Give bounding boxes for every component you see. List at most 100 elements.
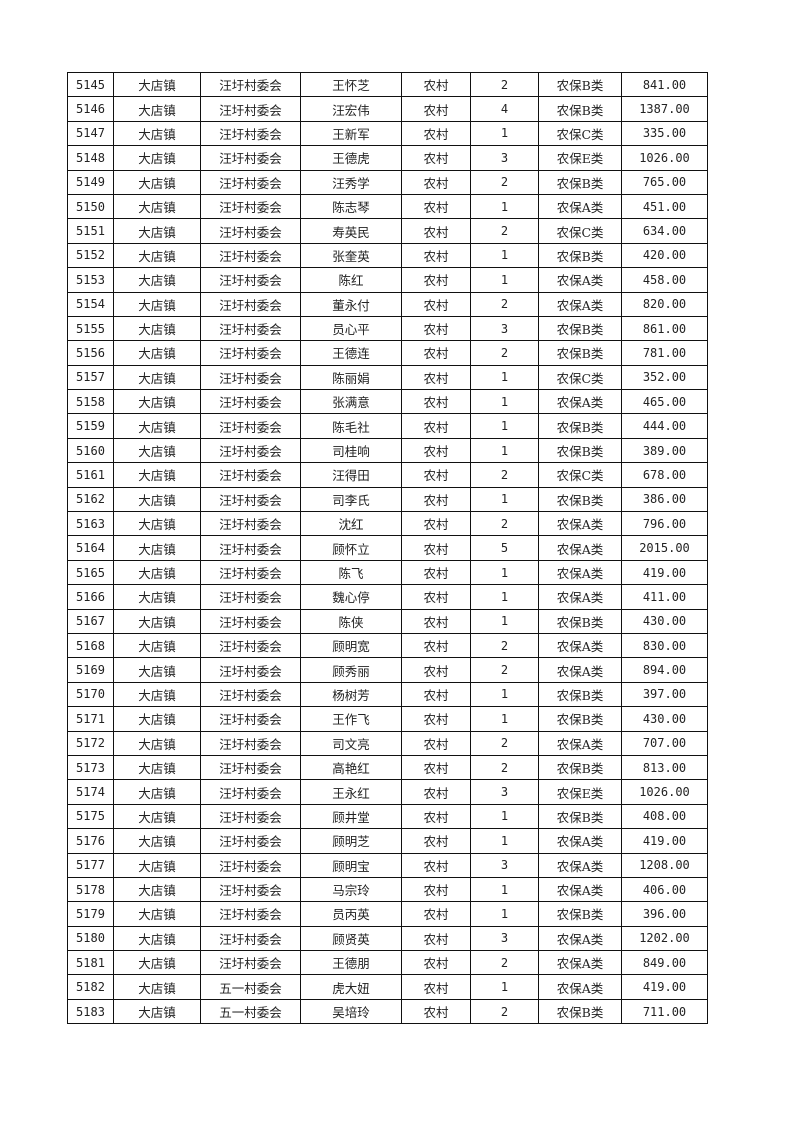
count-cell: 2 bbox=[470, 291, 539, 317]
type-cell: 农村 bbox=[401, 925, 471, 952]
town-cell: 大店镇 bbox=[113, 608, 201, 634]
name-cell: 顾井堂 bbox=[300, 803, 402, 830]
village-cell: 汪圩村委会 bbox=[200, 584, 301, 610]
village-cell: 汪圩村委会 bbox=[200, 608, 301, 634]
table-row: 5157 大店镇 汪圩村委会 陈丽娟 农村 1 农保C类 352.00 bbox=[67, 364, 708, 391]
type-cell: 农村 bbox=[401, 828, 471, 854]
village-cell: 汪圩村委会 bbox=[200, 71, 301, 98]
amount-cell: 397.00 bbox=[621, 681, 708, 708]
village-cell: 汪圩村委会 bbox=[200, 754, 301, 781]
type-cell: 农村 bbox=[401, 559, 471, 586]
town-cell: 大店镇 bbox=[113, 925, 201, 952]
table-row: 5182 大店镇 五一村委会 虎大妞 农村 1 农保A类 419.00 bbox=[67, 974, 708, 1000]
town-cell: 大店镇 bbox=[113, 998, 201, 1025]
village-cell: 汪圩村委会 bbox=[200, 803, 301, 830]
count-cell: 2 bbox=[470, 754, 539, 781]
name-cell: 陈飞 bbox=[300, 559, 402, 586]
count-cell: 5 bbox=[470, 535, 539, 561]
id-cell: 5177 bbox=[67, 852, 114, 878]
type-cell: 农村 bbox=[401, 364, 471, 391]
category-cell: 农保A类 bbox=[538, 193, 622, 220]
category-cell: 农保B类 bbox=[538, 608, 622, 634]
count-cell: 1 bbox=[470, 584, 539, 610]
name-cell: 陈毛社 bbox=[300, 413, 402, 439]
town-cell: 大店镇 bbox=[113, 828, 201, 854]
village-cell: 五一村委会 bbox=[200, 974, 301, 1000]
type-cell: 农村 bbox=[401, 950, 471, 976]
count-cell: 3 bbox=[470, 315, 539, 342]
count-cell: 2 bbox=[470, 632, 539, 659]
category-cell: 农保B类 bbox=[538, 803, 622, 830]
type-cell: 农村 bbox=[401, 145, 471, 171]
village-cell: 汪圩村委会 bbox=[200, 925, 301, 952]
village-cell: 汪圩村委会 bbox=[200, 681, 301, 708]
id-cell: 5169 bbox=[67, 657, 114, 683]
category-cell: 农保B类 bbox=[538, 169, 622, 195]
village-cell: 汪圩村委会 bbox=[200, 779, 301, 805]
amount-cell: 796.00 bbox=[621, 511, 708, 537]
village-cell: 汪圩村委会 bbox=[200, 486, 301, 513]
id-cell: 5182 bbox=[67, 974, 114, 1000]
id-cell: 5148 bbox=[67, 145, 114, 171]
count-cell: 1 bbox=[470, 608, 539, 634]
village-cell: 汪圩村委会 bbox=[200, 706, 301, 732]
count-cell: 3 bbox=[470, 779, 539, 805]
table-row: 5179 大店镇 汪圩村委会 员丙英 农村 1 农保B类 396.00 bbox=[67, 901, 708, 927]
table-row: 5150 大店镇 汪圩村委会 陈志琴 农村 1 农保A类 451.00 bbox=[67, 193, 708, 220]
name-cell: 王作飞 bbox=[300, 706, 402, 732]
category-cell: 农保B类 bbox=[538, 901, 622, 927]
category-cell: 农保B类 bbox=[538, 413, 622, 439]
category-cell: 农保A类 bbox=[538, 852, 622, 878]
type-cell: 农村 bbox=[401, 754, 471, 781]
name-cell: 陈丽娟 bbox=[300, 364, 402, 391]
table-row: 5173 大店镇 汪圩村委会 高艳红 农村 2 农保B类 813.00 bbox=[67, 754, 708, 781]
name-cell: 顾怀立 bbox=[300, 535, 402, 561]
table-row: 5156 大店镇 汪圩村委会 王德连 农村 2 农保B类 781.00 bbox=[67, 340, 708, 366]
category-cell: 农保A类 bbox=[538, 950, 622, 976]
id-cell: 5159 bbox=[67, 413, 114, 439]
amount-cell: 444.00 bbox=[621, 413, 708, 439]
count-cell: 1 bbox=[470, 876, 539, 903]
id-cell: 5164 bbox=[67, 535, 114, 561]
amount-cell: 420.00 bbox=[621, 242, 708, 269]
category-cell: 农保A类 bbox=[538, 559, 622, 586]
type-cell: 农村 bbox=[401, 120, 471, 147]
town-cell: 大店镇 bbox=[113, 754, 201, 781]
town-cell: 大店镇 bbox=[113, 779, 201, 805]
count-cell: 1 bbox=[470, 437, 539, 464]
town-cell: 大店镇 bbox=[113, 876, 201, 903]
amount-cell: 707.00 bbox=[621, 730, 708, 756]
count-cell: 2 bbox=[470, 218, 539, 244]
table-row: 5183 大店镇 五一村委会 吴培玲 农村 2 农保B类 711.00 bbox=[67, 998, 708, 1025]
table-row: 5180 大店镇 汪圩村委会 顾贤英 农村 3 农保A类 1202.00 bbox=[67, 925, 708, 952]
amount-cell: 830.00 bbox=[621, 632, 708, 659]
amount-cell: 451.00 bbox=[621, 193, 708, 220]
count-cell: 2 bbox=[470, 71, 539, 98]
village-cell: 汪圩村委会 bbox=[200, 511, 301, 537]
town-cell: 大店镇 bbox=[113, 437, 201, 464]
table-row: 5177 大店镇 汪圩村委会 顾明宝 农村 3 农保A类 1208.00 bbox=[67, 852, 708, 878]
amount-cell: 711.00 bbox=[621, 998, 708, 1025]
town-cell: 大店镇 bbox=[113, 145, 201, 171]
id-cell: 5153 bbox=[67, 267, 114, 293]
type-cell: 农村 bbox=[401, 486, 471, 513]
type-cell: 农村 bbox=[401, 511, 471, 537]
category-cell: 农保B类 bbox=[538, 754, 622, 781]
type-cell: 农村 bbox=[401, 389, 471, 415]
type-cell: 农村 bbox=[401, 730, 471, 756]
town-cell: 大店镇 bbox=[113, 803, 201, 830]
category-cell: 农保C类 bbox=[538, 462, 622, 488]
table-row: 5169 大店镇 汪圩村委会 顾秀丽 农村 2 农保A类 894.00 bbox=[67, 657, 708, 683]
count-cell: 1 bbox=[470, 389, 539, 415]
count-cell: 1 bbox=[470, 267, 539, 293]
type-cell: 农村 bbox=[401, 462, 471, 488]
category-cell: 农保E类 bbox=[538, 145, 622, 171]
village-cell: 汪圩村委会 bbox=[200, 315, 301, 342]
id-cell: 5176 bbox=[67, 828, 114, 854]
count-cell: 2 bbox=[470, 511, 539, 537]
town-cell: 大店镇 bbox=[113, 974, 201, 1000]
category-cell: 农保A类 bbox=[538, 974, 622, 1000]
village-cell: 五一村委会 bbox=[200, 998, 301, 1025]
count-cell: 1 bbox=[470, 706, 539, 732]
town-cell: 大店镇 bbox=[113, 364, 201, 391]
